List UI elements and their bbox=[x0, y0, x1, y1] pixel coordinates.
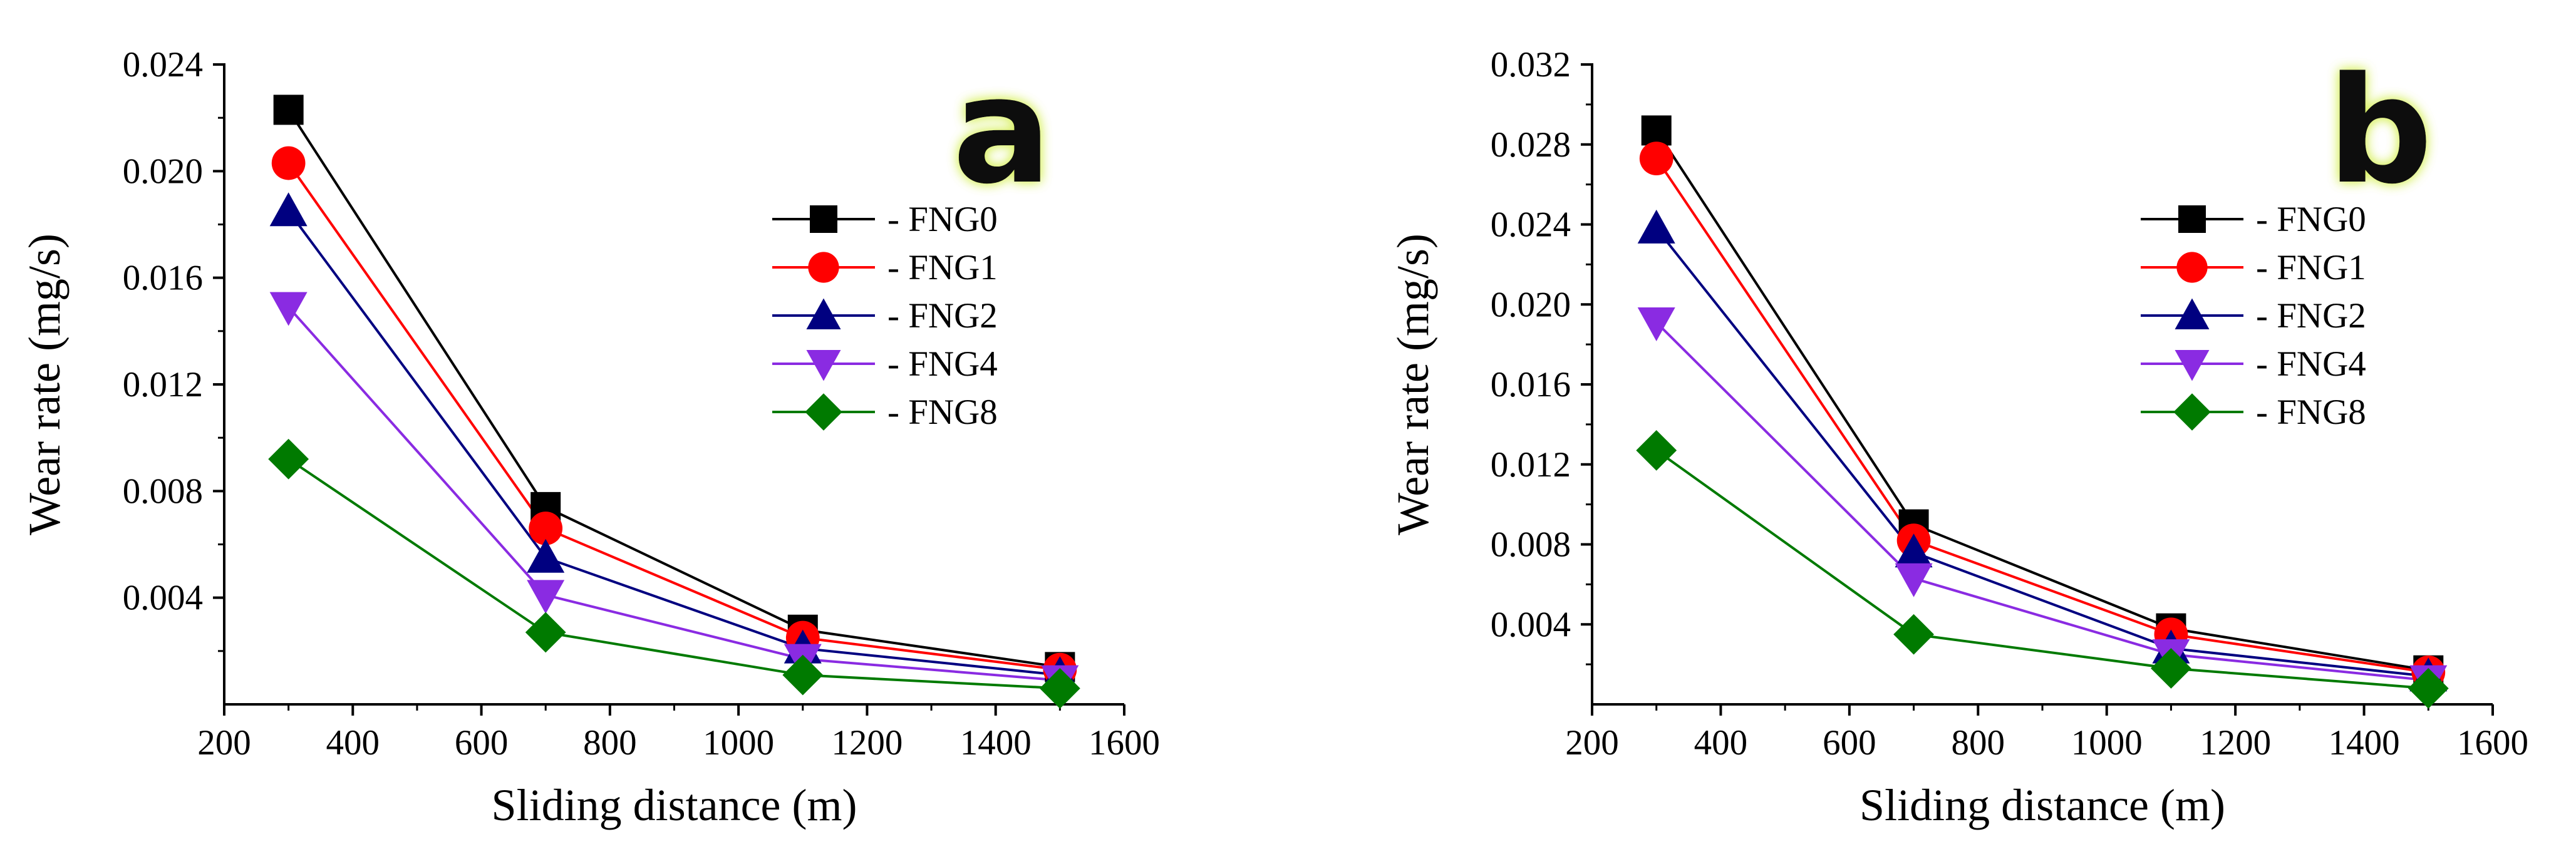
legend-marker bbox=[806, 298, 841, 329]
x-tick-label: 800 bbox=[1952, 723, 2005, 763]
data-point-fng8 bbox=[2408, 668, 2449, 709]
series-line-fng1 bbox=[287, 162, 1060, 671]
x-tick-label: 1200 bbox=[831, 723, 903, 763]
legend-marker bbox=[2173, 393, 2211, 431]
legend-label: - FNG4 bbox=[887, 344, 998, 384]
data-point-fng8 bbox=[1636, 429, 1677, 471]
y-tick-label: 0.016 bbox=[1491, 365, 1571, 404]
legend-label: - FNG2 bbox=[887, 296, 998, 336]
panel-letter: a bbox=[953, 46, 1052, 217]
y-tick-label: 0.008 bbox=[123, 471, 203, 511]
series-line-fng2 bbox=[1655, 227, 2429, 678]
legend-label: - FNG1 bbox=[887, 248, 998, 287]
legend-label: - FNG0 bbox=[2256, 200, 2366, 239]
data-point-fng8 bbox=[1039, 668, 1080, 709]
y-tick-label: 0.004 bbox=[1491, 605, 1571, 644]
legend-marker bbox=[808, 252, 839, 283]
x-tick-label: 1400 bbox=[2329, 723, 2400, 763]
legend-marker bbox=[2176, 252, 2208, 283]
chart-panel-a: 200 400 600 800 1000 1200 1400 1600 0.004 0.008 0.… bbox=[19, 45, 1160, 830]
x-tick-label: 600 bbox=[1823, 723, 1876, 763]
data-point-fng1 bbox=[271, 146, 306, 180]
chart-panel-b: 200 400 600 800 1000 1200 1400 1600 0.004 0.008 0.… bbox=[1388, 45, 2528, 830]
y-tick-label: 0.020 bbox=[123, 152, 203, 191]
legend-label: - FNG0 bbox=[887, 200, 998, 239]
data-point-fng8 bbox=[525, 612, 566, 653]
data-point-fng4 bbox=[1895, 563, 1933, 597]
data-point-fng8 bbox=[1893, 614, 1934, 655]
legend-label: - FNG8 bbox=[2256, 393, 2366, 432]
data-point-fng1 bbox=[529, 512, 563, 545]
data-point-fng2 bbox=[269, 192, 308, 227]
series-line-fng2 bbox=[287, 210, 1060, 677]
data-point-fng4 bbox=[1637, 307, 1675, 341]
legend-marker bbox=[806, 350, 841, 381]
x-tick-label: 1600 bbox=[2457, 723, 2528, 763]
series-line-fng0 bbox=[287, 109, 1060, 669]
y-tick-label: 0.024 bbox=[1491, 205, 1571, 245]
x-tick-label: 200 bbox=[197, 723, 251, 763]
data-point-fng1 bbox=[1639, 141, 1673, 175]
x-tick-label: 1600 bbox=[1089, 723, 1160, 763]
y-tick-label: 0.028 bbox=[1491, 125, 1571, 165]
series-line-fng4 bbox=[287, 306, 1060, 682]
y-tick-label: 0.020 bbox=[1491, 285, 1571, 324]
legend-marker bbox=[2175, 350, 2210, 381]
data-point-fng8 bbox=[782, 654, 824, 696]
y-axis-title: Wear rate (mg/s) bbox=[19, 234, 70, 535]
x-tick-label: 800 bbox=[583, 723, 637, 763]
y-tick-label: 0.012 bbox=[1491, 445, 1571, 485]
series-line-fng4 bbox=[1655, 321, 2429, 682]
data-point-fng4 bbox=[527, 580, 565, 614]
legend-label: - FNG4 bbox=[2256, 344, 2366, 384]
x-tick-label: 1000 bbox=[703, 723, 774, 763]
legend-marker bbox=[805, 393, 842, 431]
y-tick-label: 0.032 bbox=[1491, 45, 1571, 85]
legend-marker bbox=[2178, 205, 2206, 233]
series-line-fng0 bbox=[1655, 130, 2429, 672]
y-tick-label: 0.004 bbox=[123, 579, 203, 618]
legend-marker bbox=[810, 205, 837, 233]
x-axis-title: Sliding distance (m) bbox=[1860, 780, 2225, 830]
legend-label: - FNG8 bbox=[887, 393, 998, 432]
x-tick-label: 1200 bbox=[2200, 723, 2271, 763]
x-tick-label: 200 bbox=[1565, 723, 1619, 763]
data-point-fng2 bbox=[1895, 533, 1933, 568]
x-axis-title: Sliding distance (m) bbox=[492, 780, 857, 830]
x-tick-label: 1400 bbox=[960, 723, 1032, 763]
series-line-fng1 bbox=[1655, 157, 2429, 674]
data-point-fng8 bbox=[268, 438, 309, 480]
x-tick-label: 600 bbox=[455, 723, 509, 763]
legend-label: - FNG2 bbox=[2256, 296, 2366, 336]
data-point-fng2 bbox=[1637, 209, 1675, 244]
x-tick-label: 400 bbox=[326, 723, 380, 763]
y-tick-label: 0.024 bbox=[123, 45, 203, 85]
data-point-fng4 bbox=[269, 292, 308, 326]
data-point-fng0 bbox=[273, 95, 304, 125]
legend-label: - FNG1 bbox=[2256, 248, 2366, 287]
panel-letter: b bbox=[2327, 46, 2433, 217]
series-line-fng8 bbox=[1655, 449, 2429, 690]
data-point-fng2 bbox=[527, 538, 565, 573]
series-line-fng8 bbox=[287, 458, 1060, 690]
y-axis-title: Wear rate (mg/s) bbox=[1388, 234, 1438, 535]
x-tick-label: 400 bbox=[1694, 723, 1748, 763]
y-tick-label: 0.016 bbox=[123, 259, 203, 298]
data-point-fng0 bbox=[1641, 115, 1672, 146]
y-tick-label: 0.012 bbox=[123, 365, 203, 404]
legend-marker bbox=[2175, 298, 2210, 329]
data-point-fng8 bbox=[2151, 648, 2191, 689]
x-tick-label: 1000 bbox=[2071, 723, 2143, 763]
y-tick-label: 0.008 bbox=[1491, 525, 1571, 565]
